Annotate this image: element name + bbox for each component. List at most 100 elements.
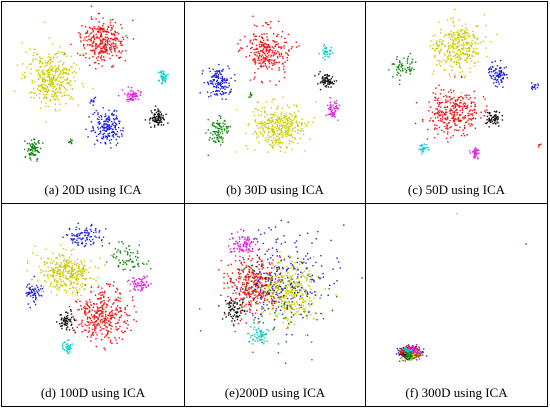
scatter-point <box>254 58 256 60</box>
scatter-point <box>115 117 118 119</box>
scatter-point <box>46 91 49 94</box>
scatter-point <box>473 34 475 37</box>
scatter-point <box>104 113 107 115</box>
scatter-point <box>229 280 231 283</box>
scatter-point <box>255 266 257 268</box>
scatter-point <box>266 267 269 269</box>
scatter-point <box>107 118 109 120</box>
scatter-point <box>29 144 32 146</box>
scatter-point <box>163 77 165 79</box>
scatter-point <box>272 129 274 132</box>
scatter-point <box>118 51 120 53</box>
scatter-point <box>68 349 71 351</box>
scatter-point <box>115 37 117 39</box>
scatter-point <box>93 112 96 114</box>
scatter-point <box>225 92 227 94</box>
scatter-point <box>87 43 89 46</box>
scatter-point <box>101 245 103 247</box>
scatter-point <box>398 83 401 86</box>
scatter-point <box>43 81 46 83</box>
scatter-point <box>285 130 287 132</box>
scatter-point <box>60 77 63 79</box>
scatter-point <box>279 122 281 124</box>
scatter-point <box>246 273 249 275</box>
scatter-point <box>449 110 452 112</box>
scatter-point <box>39 74 41 76</box>
scatter-point <box>80 284 82 286</box>
scatter-point <box>51 262 53 264</box>
scatter-point <box>278 284 281 286</box>
scatter-point <box>90 260 93 262</box>
scatter-point <box>466 134 468 136</box>
scatter-point <box>281 136 283 139</box>
scatter-point <box>59 81 62 83</box>
scatter-point <box>113 33 115 36</box>
scatter-point <box>299 271 301 273</box>
scatter-point <box>65 248 67 251</box>
scatter-point <box>453 96 455 99</box>
scatter-point <box>160 113 163 115</box>
scatter-point <box>286 123 289 125</box>
scatter-point <box>485 111 487 113</box>
scatter-point <box>254 119 257 121</box>
scatter-point <box>237 43 239 45</box>
scatter-point <box>245 265 248 267</box>
scatter-point <box>474 37 477 39</box>
scatter-point <box>91 36 93 38</box>
scatter-point <box>302 317 304 319</box>
scatter-point <box>211 82 213 85</box>
scatter-point <box>52 90 55 93</box>
scatter-point <box>58 109 61 111</box>
scatter-point <box>69 280 71 282</box>
scatter-point <box>489 71 491 73</box>
scatter-point <box>538 144 540 146</box>
scatter-point <box>300 261 303 263</box>
scatter-point <box>401 63 403 65</box>
scatter-point <box>98 307 100 309</box>
scatter-point <box>96 118 99 120</box>
scatter-point <box>86 324 88 327</box>
scatter-point <box>129 290 131 292</box>
scatter-point <box>249 287 251 289</box>
scatter-point <box>483 115 485 117</box>
scatter-point <box>255 39 257 41</box>
scatter-point <box>41 57 43 60</box>
scatter-point <box>253 24 256 26</box>
scatter-point <box>284 125 287 127</box>
scatter-point <box>141 289 143 291</box>
scatter-point <box>447 141 449 143</box>
scatter-point <box>49 98 51 101</box>
scatter-point <box>76 291 79 294</box>
scatter-point <box>252 281 255 284</box>
scatter-point <box>232 303 234 305</box>
scatter-point <box>438 103 440 106</box>
scatter-point <box>268 49 271 51</box>
scatter-point <box>99 27 101 30</box>
scatter-point <box>122 127 124 129</box>
scatter-point <box>457 117 459 120</box>
scatter-point <box>34 288 37 290</box>
scatter-point <box>55 110 57 112</box>
scatter-point <box>458 106 461 108</box>
scatter-point <box>94 315 96 317</box>
scatter-point <box>126 263 128 266</box>
scatter-point <box>242 270 244 272</box>
scatter-point <box>264 294 267 296</box>
scatter-point <box>470 45 472 48</box>
scatter-point <box>335 80 338 82</box>
scatter-point <box>226 126 228 129</box>
scatter-point <box>88 239 91 241</box>
scatter-point <box>98 285 100 287</box>
scatter-point <box>81 243 83 245</box>
scatter-point <box>331 81 334 83</box>
scatter-point <box>219 92 221 95</box>
scatter-point <box>239 49 241 51</box>
scatter-point <box>63 320 65 323</box>
scatter-point <box>82 85 84 88</box>
scatter-point <box>235 279 237 281</box>
scatter-point <box>115 55 118 57</box>
scatter-point <box>400 66 402 68</box>
scatter-point <box>115 122 117 125</box>
scatter-point <box>48 83 51 85</box>
scatter-point <box>116 110 118 112</box>
